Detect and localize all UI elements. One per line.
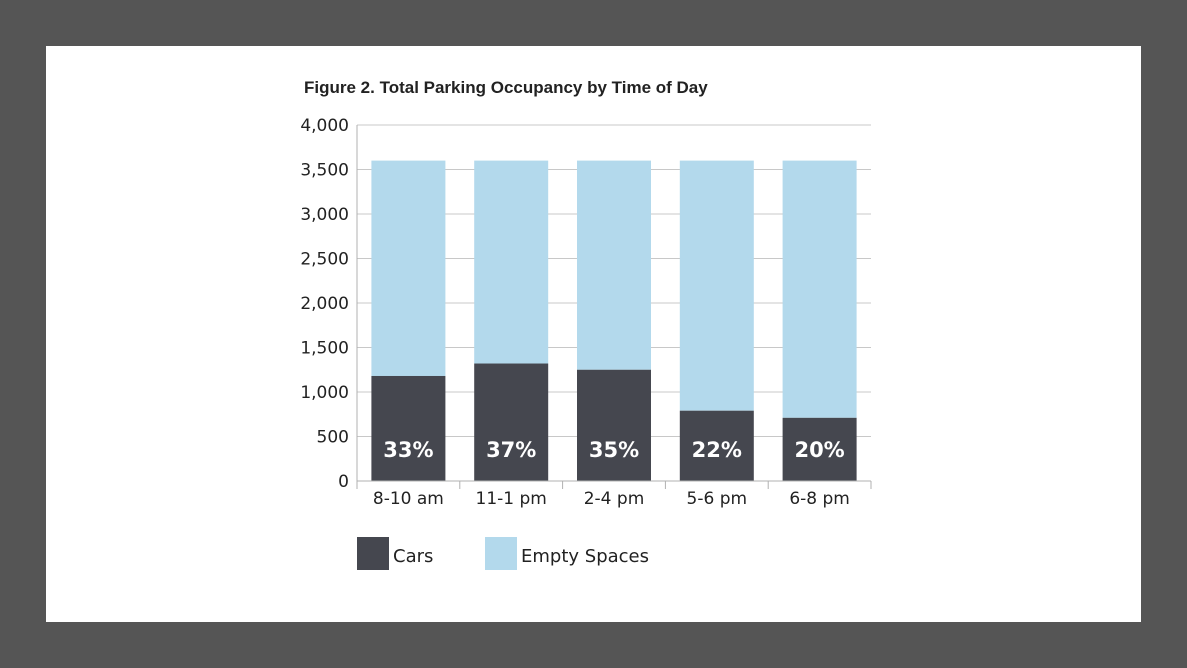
- legend-swatch: [485, 537, 517, 570]
- y-tick-label: 4,000: [300, 116, 349, 136]
- figure-card: Figure 2. Total Parking Occupancy by Tim…: [46, 46, 1141, 622]
- bar-cars: [474, 363, 549, 481]
- legend-label: Empty Spaces: [521, 546, 649, 567]
- data-labels: 33% 37% 35% 22% 20%: [383, 438, 844, 462]
- bar-data-label: 37%: [486, 438, 536, 462]
- legend: Cars Empty Spaces: [357, 537, 649, 570]
- bar-data-label: 35%: [589, 438, 639, 462]
- bar-empty-spaces: [474, 160, 549, 364]
- bar-empty-spaces: [782, 160, 857, 418]
- bar-empty-spaces: [679, 160, 754, 411]
- x-tick-label: 2-4 pm: [584, 489, 645, 509]
- y-tick-label: 1,500: [300, 339, 349, 359]
- x-tick-label: 11-1 pm: [476, 489, 547, 509]
- bar-cars: [679, 410, 754, 481]
- x-tick-label: 5-6 pm: [687, 489, 748, 509]
- y-tick-label: 1,000: [300, 383, 349, 403]
- y-tick-label: 2,500: [300, 250, 349, 270]
- y-tick-label: 3,000: [300, 205, 349, 225]
- bar-empty-spaces: [371, 160, 446, 376]
- bar-empty-spaces: [577, 160, 651, 370]
- bar-cars: [782, 417, 857, 481]
- y-tick-label: 500: [317, 428, 349, 448]
- x-tick-label: 6-8 pm: [789, 489, 850, 509]
- bar-data-label: 22%: [692, 438, 742, 462]
- bar-cars: [577, 369, 651, 481]
- y-tick-label: 3,500: [300, 161, 349, 181]
- parking-occupancy-chart: Figure 2. Total Parking Occupancy by Tim…: [300, 78, 872, 570]
- legend-label: Cars: [393, 546, 433, 567]
- bar-series: [371, 160, 857, 481]
- bar-data-label: 33%: [383, 438, 433, 462]
- y-tick-label: 0: [338, 472, 349, 492]
- chart-title: Figure 2. Total Parking Occupancy by Tim…: [304, 78, 708, 97]
- y-axis-ticks: 0 500 1,000 1,500 2,000 2,500 3,000 3,500 4,000: [300, 116, 349, 492]
- x-axis-ticks: 8-10 am 11-1 pm 2-4 pm 5-6 pm 6-8 pm: [373, 489, 850, 509]
- axes: [356, 125, 872, 489]
- legend-swatch: [357, 537, 389, 570]
- y-tick-label: 2,000: [300, 294, 349, 314]
- bar-cars: [371, 375, 446, 481]
- x-tick-label: 8-10 am: [373, 489, 444, 509]
- bar-data-label: 20%: [794, 438, 844, 462]
